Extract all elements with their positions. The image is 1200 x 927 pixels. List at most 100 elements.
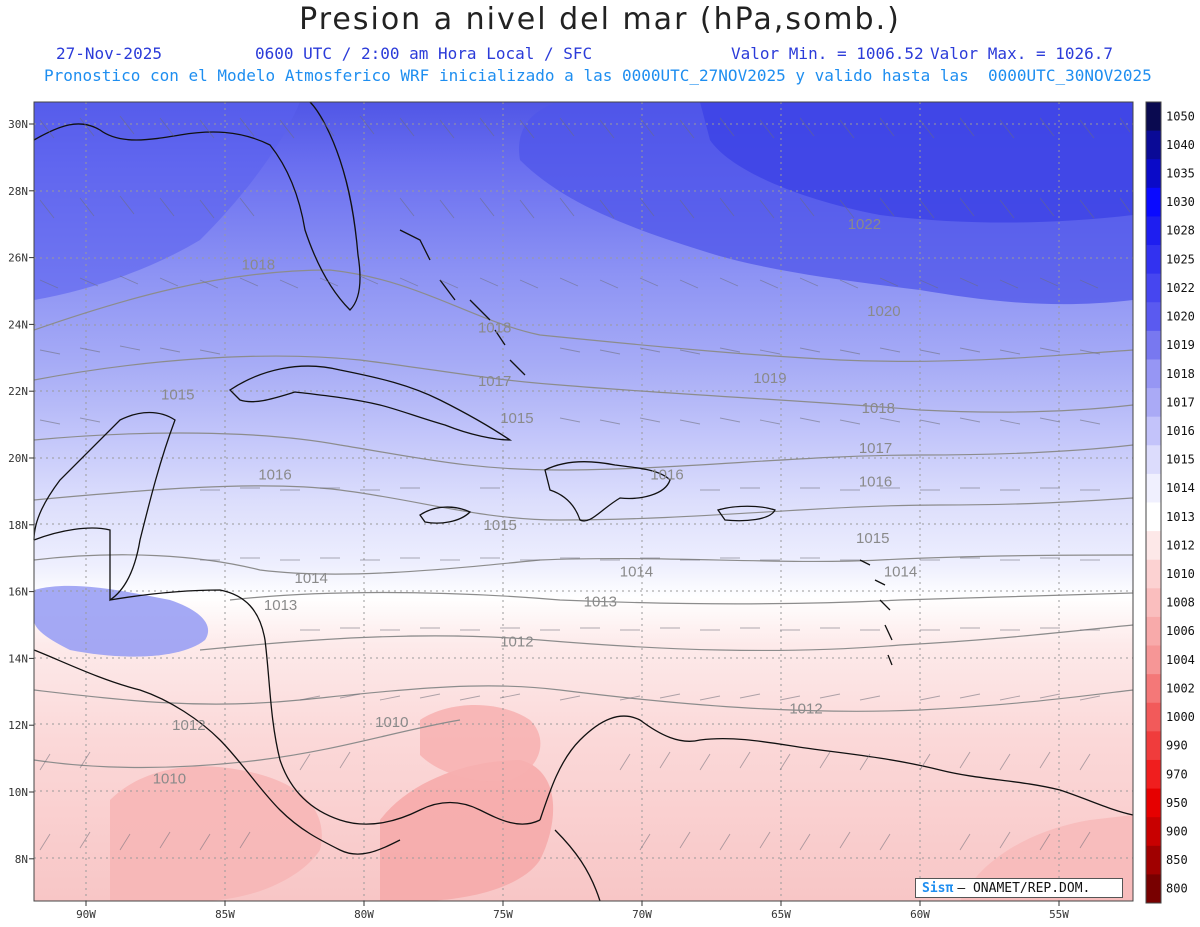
lat-label: 24N <box>8 318 28 331</box>
contour-label: 1015 <box>161 387 194 404</box>
colorbar-swatch <box>1146 674 1161 704</box>
colorbar-swatch <box>1146 187 1161 217</box>
colorbar-swatch <box>1146 531 1161 561</box>
colorbar-swatch <box>1146 388 1161 418</box>
contour-label: 1012 <box>500 634 533 651</box>
map-frame <box>33 101 1134 902</box>
min-value: Valor Min. = 1006.52 <box>731 44 924 63</box>
wind-barbs <box>39 115 1131 851</box>
lat-label: 8N <box>15 853 28 866</box>
colorbar-label: 1010 <box>1166 567 1195 581</box>
colorbar-label: 1018 <box>1166 367 1195 381</box>
lat-label: 12N <box>8 719 28 732</box>
colorbar-label: 900 <box>1166 824 1188 838</box>
colorbar-swatch <box>1146 788 1161 818</box>
credit-box: Sisπ – ONAMET/REP.DOM. <box>915 878 1123 898</box>
colorbar-swatch <box>1146 473 1161 503</box>
colorbar-label: 970 <box>1166 767 1188 781</box>
colorbar-label: 1006 <box>1166 624 1195 638</box>
contour-label: 1012 <box>789 701 822 718</box>
colorbar-label: 800 <box>1166 882 1188 896</box>
contour-label: 1018 <box>862 400 895 417</box>
lat-label: 14N <box>8 652 28 665</box>
colorbar-label: 1025 <box>1166 252 1195 266</box>
lat-label: 16N <box>8 586 28 599</box>
colorbar-swatch <box>1146 817 1161 847</box>
colorbar-label: 950 <box>1166 796 1188 810</box>
colorbar: 1050 1040 1035 1030 1028 1025 1022 1020 1019 1018… <box>1145 101 1195 904</box>
lat-label: 30N <box>8 118 28 131</box>
colorbar-label: 1008 <box>1166 596 1195 610</box>
contour-label: 1017 <box>859 440 892 457</box>
lon-label: 65W <box>771 908 791 921</box>
colorbar-label: 1040 <box>1166 138 1195 152</box>
contour-label: 1015 <box>856 530 889 547</box>
colorbar-label: 1002 <box>1166 681 1195 695</box>
contour-label: 1015 <box>500 410 533 427</box>
colorbar-swatch <box>1146 159 1161 189</box>
contour-label: 1013 <box>264 597 297 614</box>
lat-label: 10N <box>8 786 28 799</box>
contour-label: 1013 <box>584 594 617 611</box>
colorbar-swatch <box>1146 445 1161 475</box>
colorbar-swatch <box>1146 845 1161 875</box>
contour-label: 1016 <box>258 467 291 484</box>
colorbar-swatch <box>1146 874 1161 904</box>
colorbar-swatch <box>1146 759 1161 790</box>
colorbar-label: 1050 <box>1166 109 1195 123</box>
colorbar-swatch <box>1146 645 1161 675</box>
colorbar-swatch <box>1146 616 1161 647</box>
colorbar-swatch <box>1146 588 1161 618</box>
colorbar-label: 1000 <box>1166 710 1195 724</box>
graticule <box>34 102 1133 901</box>
contour-label: 1019 <box>753 370 786 387</box>
colorbar-label: 1030 <box>1166 195 1195 209</box>
contour-labels: 1022 1020 1019 1018 1018 1018 1017 1017 1016 1016… <box>153 216 918 787</box>
colorbar-label: 1028 <box>1166 224 1195 238</box>
longitude-axis: 90W 85W 80W 75W 70W 65W 60W 55W <box>76 901 1069 921</box>
lat-label: 26N <box>8 252 28 265</box>
contour-label: 1017 <box>478 373 511 390</box>
lat-label: 22N <box>8 385 28 398</box>
colorbar-swatch <box>1146 102 1161 132</box>
colorbar-label: 1004 <box>1166 653 1195 667</box>
colorbar-label: 990 <box>1166 739 1188 753</box>
colorbar-swatch <box>1146 216 1161 246</box>
contour-label: 1014 <box>884 564 917 581</box>
colorbar-frame <box>1145 101 1162 904</box>
lon-label: 60W <box>910 908 930 921</box>
colorbar-swatch <box>1146 731 1161 761</box>
lon-label: 70W <box>632 908 652 921</box>
colorbar-label: 1019 <box>1166 338 1195 352</box>
valid-time: 0600 UTC / 2:00 am Hora Local / SFC <box>255 44 593 63</box>
contour-label: 1022 <box>848 216 881 233</box>
run-date: 27-Nov-2025 <box>56 44 162 63</box>
colorbar-label: 1014 <box>1166 481 1195 495</box>
colorbar-label: 1020 <box>1166 310 1195 324</box>
lon-label: 80W <box>354 908 374 921</box>
contour-label: 1016 <box>859 473 892 490</box>
max-value: Valor Max. = 1026.7 <box>930 44 1114 63</box>
lon-label: 85W <box>215 908 235 921</box>
contour-label: 1018 <box>242 256 275 273</box>
sispi-logo: Sisπ <box>922 880 954 896</box>
colorbar-label: 1013 <box>1166 510 1195 524</box>
contour-label: 1012 <box>172 717 205 734</box>
colorbar-label: 1012 <box>1166 538 1195 552</box>
map-title: Presion a nivel del mar (hPa,somb.) <box>299 2 901 37</box>
contour-label: 1014 <box>294 570 327 587</box>
lat-label: 20N <box>8 452 28 465</box>
colorbar-swatch <box>1146 273 1161 303</box>
contour-label: 1018 <box>478 320 511 337</box>
colorbar-swatch <box>1146 359 1161 389</box>
forecast-info: Pronostico con el Modelo Atmosferico WRF… <box>44 66 1152 85</box>
coastlines <box>33 101 1134 902</box>
colorbar-swatch <box>1146 559 1161 589</box>
colorbar-swatch <box>1146 245 1161 275</box>
lon-label: 55W <box>1049 908 1069 921</box>
lon-label: 90W <box>76 908 96 921</box>
lon-label: 75W <box>493 908 513 921</box>
credit-org: – ONAMET/REP.DOM. <box>957 880 1091 896</box>
colorbar-swatch <box>1146 416 1161 446</box>
colorbar-swatch <box>1146 130 1161 160</box>
